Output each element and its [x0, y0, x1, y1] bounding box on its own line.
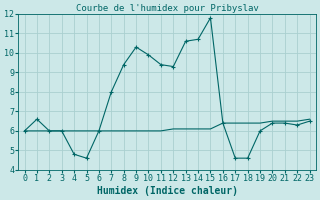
X-axis label: Humidex (Indice chaleur): Humidex (Indice chaleur) [97, 186, 237, 196]
Title: Courbe de l'humidex pour Pribyslav: Courbe de l'humidex pour Pribyslav [76, 4, 259, 13]
